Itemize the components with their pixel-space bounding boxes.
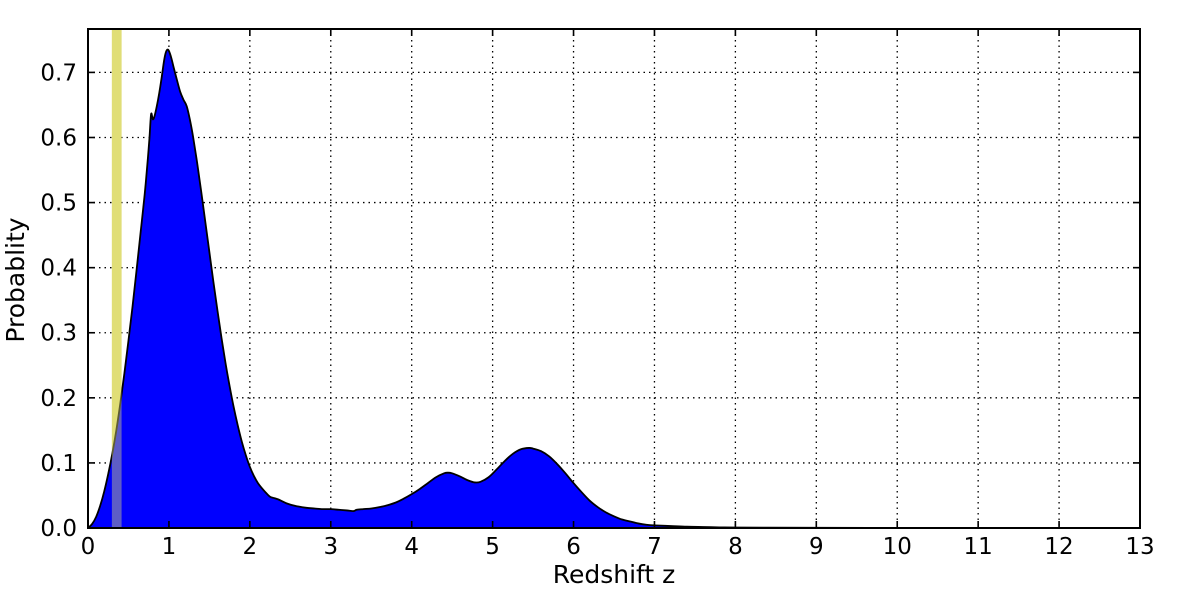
x-tick-label: 3 (323, 534, 338, 560)
y-tick-label: 0.7 (40, 60, 77, 86)
highlight-band-overlay (111, 29, 122, 528)
y-tick-label: 0.4 (40, 256, 77, 282)
x-tick-label: 5 (485, 534, 500, 560)
y-tick-label: 0.1 (40, 451, 77, 477)
x-tick-label: 6 (566, 534, 581, 560)
highlight-band-overlay (111, 29, 122, 528)
x-axis-tick-labels: 0 1 2 3 4 5 6 7 8 9 10 11 12 13 (81, 534, 1155, 560)
highlight-band (111, 29, 122, 528)
y-axis-ticks (88, 71, 1140, 529)
x-tick-label: 9 (809, 534, 824, 560)
x-tick-label: 0 (81, 534, 96, 560)
plot-frame (87, 28, 1141, 529)
series-line-0 (87, 48, 1140, 529)
x-tick-label: 8 (728, 534, 743, 560)
y-axis-tick-labels: 0.0 0.1 0.2 0.3 0.4 0.5 0.6 0.7 (40, 60, 77, 542)
plot-background (88, 29, 1140, 528)
x-tick-label: 1 (162, 534, 177, 560)
x-tick-label: 13 (1125, 534, 1154, 560)
x-tick-label: 4 (404, 534, 419, 560)
y-tick-label: 0.5 (40, 191, 77, 217)
y-tick-label: 0.6 (40, 125, 77, 151)
y-tick-label: 0.3 (40, 321, 77, 347)
x-axis-ticks (87, 29, 1141, 528)
series-area-0 (88, 49, 1140, 529)
highlight-bands (111, 29, 122, 528)
y-tick-label: 0.0 (40, 516, 77, 542)
x-axis-title: Redshift z (553, 560, 676, 589)
x-tick-label: 11 (964, 534, 993, 560)
x-tick-label: 7 (647, 534, 662, 560)
y-tick-label: 0.2 (40, 386, 77, 412)
x-tick-label: 10 (883, 534, 912, 560)
y-axis-title: Probablity (1, 217, 30, 342)
series-group (87, 48, 1140, 529)
x-tick-label: 12 (1044, 534, 1073, 560)
x-tick-label: 2 (243, 534, 258, 560)
